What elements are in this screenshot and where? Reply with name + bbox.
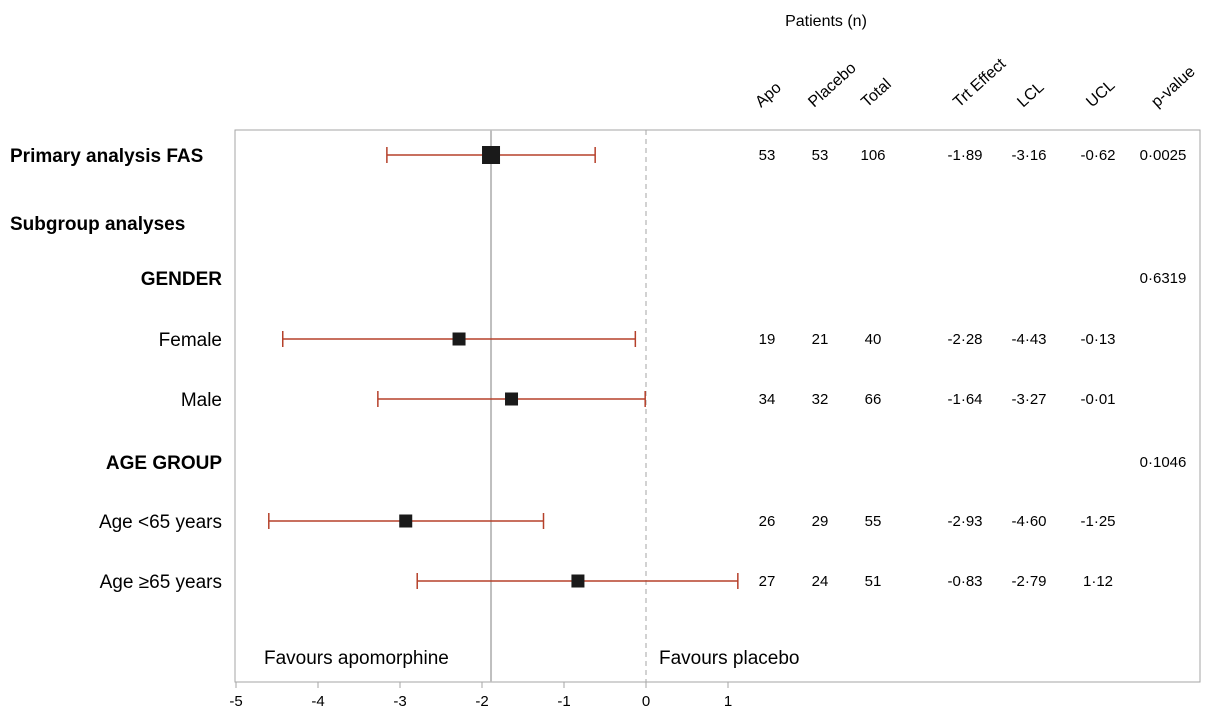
effect-marker [505, 392, 519, 406]
cell-placebo: 24 [812, 573, 829, 590]
cell-placebo: 32 [812, 391, 829, 408]
x-tick-label: -1 [557, 693, 570, 710]
cell-pvalue: 0·1046 [1140, 454, 1187, 471]
cell-ucl: 1·12 [1083, 573, 1113, 590]
cell-ucl: -0·13 [1080, 331, 1115, 348]
cell-total: 40 [865, 331, 882, 348]
favours-left-label: Favours apomorphine [264, 648, 449, 669]
cell-apo: 34 [759, 391, 776, 408]
cell-lcl: -2·79 [1011, 573, 1046, 590]
cell-trt-effect: -0·83 [947, 573, 982, 590]
row-label: Male [181, 390, 222, 411]
column-header: Apo [752, 79, 785, 111]
x-tick-label: -5 [229, 693, 242, 710]
row-label: AGE GROUP [106, 453, 222, 474]
cell-total: 55 [865, 513, 882, 530]
x-tick-label: 0 [642, 693, 650, 710]
plot-frame [234, 129, 1201, 683]
x-tick-label: -2 [475, 693, 488, 710]
x-tick-label: -4 [311, 693, 324, 710]
cell-ucl: -1·25 [1080, 513, 1115, 530]
cell-lcl: -3·16 [1011, 147, 1046, 164]
cell-placebo: 29 [812, 513, 829, 530]
effect-marker [482, 146, 501, 164]
cell-pvalue: 0·0025 [1140, 147, 1187, 164]
effect-marker [399, 514, 413, 528]
cell-ucl: -0·01 [1080, 391, 1115, 408]
column-header: p-value [1148, 63, 1198, 111]
effect-marker [571, 574, 585, 588]
cell-lcl: -4·60 [1011, 513, 1046, 530]
x-tick-label: 1 [724, 693, 732, 710]
cell-apo: 53 [759, 147, 776, 164]
row-label: Age <65 years [99, 512, 222, 533]
row-label: Female [159, 330, 222, 351]
column-header: Total [858, 76, 894, 111]
cell-placebo: 53 [812, 147, 829, 164]
row-label: Age ≥65 years [100, 572, 222, 593]
cell-placebo: 21 [812, 331, 829, 348]
cell-total: 106 [860, 147, 885, 164]
cell-lcl: -4·43 [1011, 331, 1046, 348]
cell-apo: 27 [759, 573, 776, 590]
patients-group-header: Patients (n) [785, 13, 867, 30]
cell-trt-effect: -1·89 [947, 147, 982, 164]
cell-apo: 19 [759, 331, 776, 348]
column-header: LCL [1014, 79, 1047, 111]
cell-total: 51 [865, 573, 882, 590]
effect-marker [452, 332, 466, 346]
cell-lcl: -3·27 [1011, 391, 1046, 408]
cell-total: 66 [865, 391, 882, 408]
favours-right-label: Favours placebo [659, 648, 799, 669]
row-label: Primary analysis FAS [10, 146, 203, 167]
row-label: GENDER [141, 269, 223, 290]
cell-trt-effect: -2·93 [947, 513, 982, 530]
row-label: Subgroup analyses [10, 214, 185, 235]
column-header: UCL [1083, 77, 1118, 111]
column-header: Trt Effect [950, 55, 1009, 111]
cell-trt-effect: -2·28 [947, 331, 982, 348]
cell-ucl: -0·62 [1080, 147, 1115, 164]
cell-apo: 26 [759, 513, 776, 530]
cell-pvalue: 0·6319 [1140, 270, 1187, 287]
column-header: Placebo [805, 60, 859, 111]
cell-trt-effect: -1·64 [947, 391, 982, 408]
x-tick-label: -3 [393, 693, 406, 710]
